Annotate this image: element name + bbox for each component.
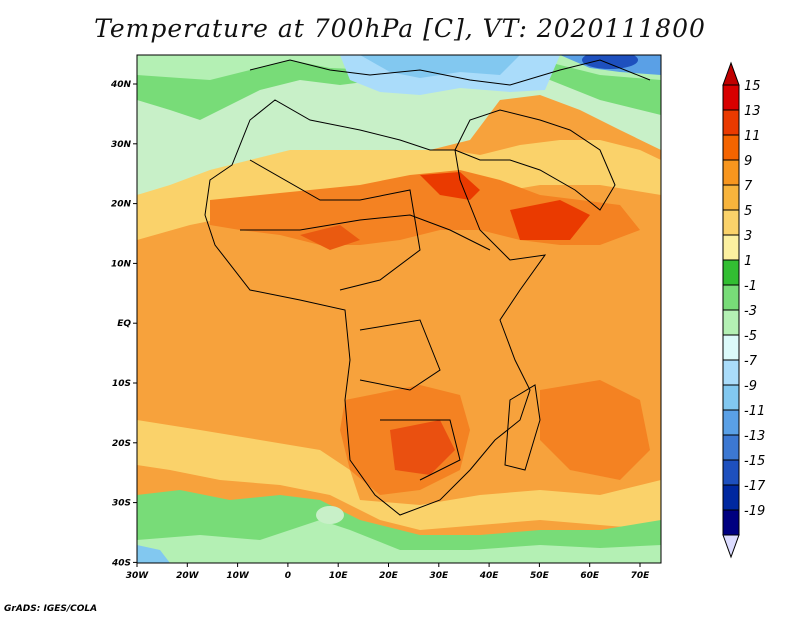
lon-tick-label: 30E [429, 571, 449, 581]
lat-axis: 40N 30N 20N 10N EQ 10S 20S 30S 40S [110, 80, 137, 568]
lon-tick-label: 0 [285, 571, 291, 581]
temperature-field [137, 55, 661, 563]
colorbar-swatch [722, 359, 740, 386]
lat-tick-label: 20S [112, 439, 131, 449]
lon-tick-label: 40E [479, 571, 500, 581]
colorbar: 15 13 11 9 7 5 3 1 -1 -3 -5 -7 -9 -11 -13 -15 -17 -19 [722, 61, 766, 559]
colorbar-label: -5 [744, 329, 757, 344]
colorbar-label: -19 [744, 504, 765, 519]
colorbar-label: -3 [744, 304, 757, 319]
colorbar-label: -15 [744, 454, 765, 469]
colorbar-label: -9 [744, 379, 757, 394]
colorbar-label: 5 [744, 204, 752, 219]
colorbar-swatch [722, 459, 740, 486]
lon-tick-label: 60E [580, 571, 600, 581]
colorbar-swatch [722, 384, 740, 411]
colorbar-label: 7 [744, 179, 753, 194]
lon-tick-label: 30W [126, 571, 150, 581]
colorbar-swatch [722, 84, 740, 111]
lon-axis: 30W 20W 10W 0 10E 20E 30E 40E 50E 60E 70E [126, 563, 650, 581]
colorbar-swatch [722, 134, 740, 161]
colorbar-label: -1 [744, 279, 757, 294]
colorbar-swatch [722, 409, 740, 436]
lat-tick-label: EQ [117, 319, 131, 329]
colorbar-label: 3 [744, 229, 752, 244]
lon-tick-label: 20W [176, 571, 200, 581]
lat-tick-label: 30N [111, 140, 132, 150]
colorbar-label: -17 [744, 479, 766, 494]
colorbar-swatch [722, 434, 740, 461]
colorbar-swatch [722, 184, 740, 211]
map-frame [136, 54, 662, 564]
colorbar-swatch [722, 309, 740, 336]
lon-tick-label: 70E [631, 571, 651, 581]
colorbar-label: 1 [744, 254, 752, 269]
colorbar-label: 11 [744, 129, 761, 144]
colorbar-label: 9 [744, 154, 752, 169]
colorbar-swatch [722, 284, 740, 311]
lon-tick-label: 50E [530, 571, 550, 581]
colorbar-swatch [722, 509, 740, 536]
lon-tick-label: 10E [329, 571, 349, 581]
colorbar-label: 13 [744, 104, 761, 119]
grads-credit: GrADS: IGES/COLA [4, 604, 98, 614]
lat-tick-label: 30S [112, 499, 131, 509]
colorbar-top-tip [722, 61, 740, 86]
colorbar-swatch [722, 234, 740, 261]
lat-tick-label: 10S [112, 379, 131, 389]
lat-tick-label: 10N [111, 259, 132, 269]
lon-tick-label: 20E [379, 571, 399, 581]
colorbar-label: 15 [744, 79, 761, 94]
colorbar-swatch [722, 159, 740, 186]
lat-tick-label: 40S [111, 558, 131, 568]
lat-tick-label: 40N [110, 80, 132, 90]
colorbar-swatch [722, 109, 740, 136]
colorbar-swatch [722, 334, 740, 361]
colorbar-label: -13 [744, 429, 765, 444]
lon-tick-label: 10W [226, 571, 250, 581]
colorbar-label: -11 [744, 404, 765, 419]
lat-tick-label: 20N [111, 200, 132, 210]
chart-title: Temperature at 700hPa [C], VT: 202011180… [94, 14, 706, 43]
colorbar-swatch [722, 209, 740, 236]
colorbar-swatch [722, 484, 740, 511]
colorbar-label: -7 [744, 354, 758, 369]
colorbar-bottom-tip [722, 534, 740, 559]
coastline-outlines [204, 59, 651, 516]
colorbar-swatch [722, 259, 740, 286]
